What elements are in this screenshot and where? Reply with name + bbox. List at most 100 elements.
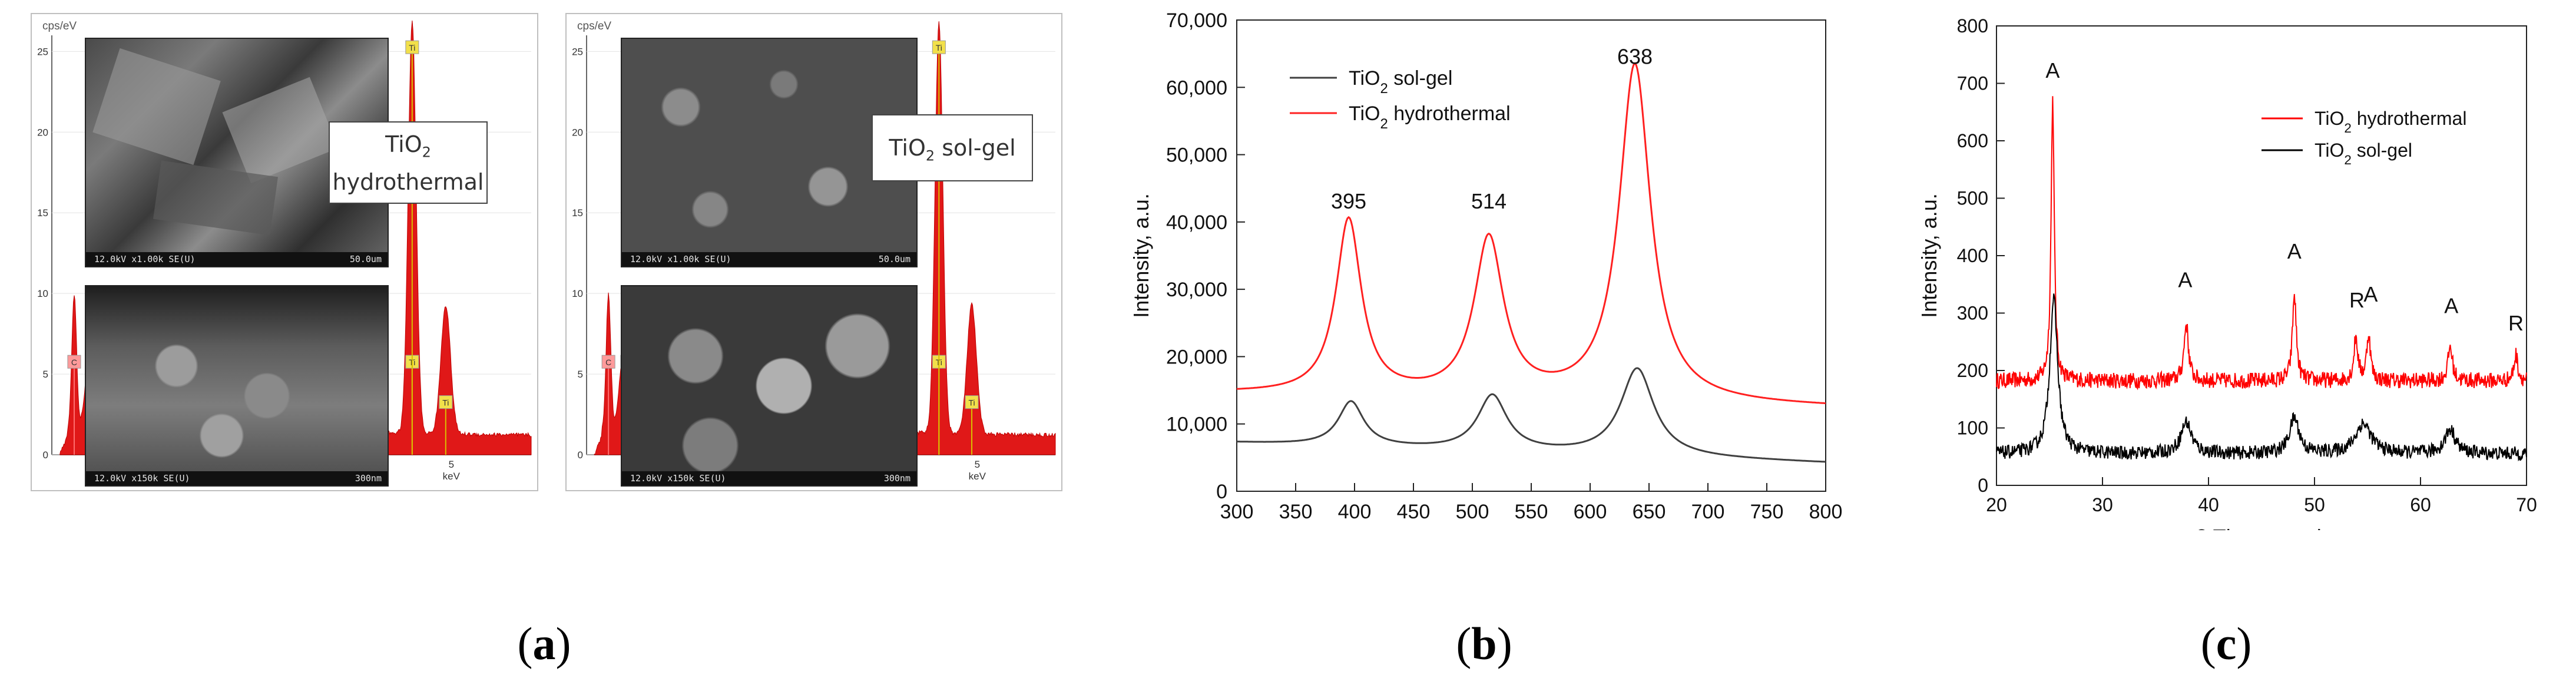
phase-label: A — [2444, 294, 2458, 318]
eds-marker-label: Ti — [968, 398, 975, 408]
eds-y-tick-label: 25 — [37, 46, 48, 57]
eds-y-tick-label: 15 — [572, 207, 583, 219]
x-axis-label: 2 Theta, grad. — [2196, 525, 2327, 530]
y-tick-label: 40,000 — [1166, 211, 1227, 234]
eds-y-tick-label: 20 — [572, 127, 583, 138]
x-tick-label: 650 — [1633, 501, 1666, 523]
x-tick-label: 40 — [2198, 494, 2219, 515]
y-tick-label: 70,000 — [1166, 9, 1227, 32]
y-tick-label: 500 — [1957, 188, 1988, 209]
sem-info-bar: 12.0kV x150k SE(U) 300nm — [622, 471, 916, 485]
panel-a: cps/eV 252015105012345keVCOTiTiTi 12.0kV… — [0, 0, 1062, 688]
eds-y-tick-label: 0 — [578, 449, 583, 461]
y-tick-label: 100 — [1957, 418, 1988, 439]
peak-label: 514 — [1471, 189, 1506, 213]
sem-image-sol-gel-low-mag: 12.0kV x1.00k SE(U) 50.0um — [621, 38, 918, 267]
y-tick-label: 30,000 — [1166, 279, 1227, 301]
x-tick-label: 750 — [1750, 501, 1784, 523]
sem-info-bar: 12.0kV x1.00k SE(U) 50.0um — [86, 252, 388, 266]
raman-chart: 300 350 400 450 500 550 600 650 700 750 800 0 10,000… — [1129, 9, 1843, 523]
eds-marker-box — [439, 395, 453, 409]
x-tick-label: 700 — [1691, 501, 1725, 523]
sample-label-sol-gel: TiO2 sol-gel — [872, 114, 1033, 181]
eds-spectrum-sol-gel: cps/eV 252015105012345keVCOTiTiTi 12.0kV… — [565, 13, 1062, 491]
series-line — [1237, 367, 1826, 463]
y-tick-label: 50,000 — [1166, 144, 1227, 167]
legend-label: TiO2 sol-gel — [2315, 140, 2412, 167]
eds-x-tick-label: 5 — [449, 459, 454, 470]
y-tick-label: 10,000 — [1166, 414, 1227, 436]
y-tick-label: 300 — [1957, 303, 1988, 324]
caption-b: (b) — [1456, 618, 1512, 669]
phase-label: A — [2045, 58, 2060, 82]
y-tick-label: 60,000 — [1166, 77, 1227, 99]
series-line — [1996, 96, 2527, 391]
phase-label: A — [2363, 282, 2378, 306]
x-tick-label: 450 — [1397, 501, 1431, 523]
peak-label: 638 — [1617, 44, 1653, 68]
y-tick-label: 800 — [1957, 15, 1988, 37]
x-tick-label: 60 — [2410, 494, 2431, 515]
x-tick-label: 300 — [1220, 501, 1254, 523]
eds-y-tick-label: 20 — [37, 127, 48, 138]
sample-label-hydrothermal: TiO2 hydrothermal — [329, 121, 488, 204]
x-tick-label: 400 — [1338, 501, 1372, 523]
eds-marker-box — [965, 395, 979, 409]
eds-y-tick-label: 10 — [572, 288, 583, 299]
x-tick-label: 30 — [2092, 494, 2113, 515]
x-tick-label: 70 — [2516, 494, 2537, 515]
x-tick-label: 600 — [1574, 501, 1607, 523]
sem-info-bar: 12.0kV x150k SE(U) 300nm — [86, 471, 388, 485]
caption-c: (c) — [2200, 618, 2252, 669]
y-tick-label: 600 — [1957, 130, 1988, 151]
y-tick-label: 700 — [1957, 73, 1988, 94]
phase-label: R — [2508, 311, 2524, 335]
phase-label: A — [2287, 239, 2302, 263]
y-tick-label: 0 — [1978, 475, 1988, 496]
eds-y-tick-label: 0 — [43, 449, 48, 461]
eds-y-unit: cps/eV — [577, 20, 611, 32]
phase-label: A — [2178, 268, 2192, 292]
legend-label: TiO2 sol-gel — [1349, 67, 1452, 97]
eds-marker-label: C — [605, 358, 611, 367]
sem-info-bar: 12.0kV x1.00k SE(U) 50.0um — [622, 252, 916, 266]
legend-label: TiO2 hydrothermal — [1349, 102, 1511, 132]
eds-y-tick-label: 25 — [572, 46, 583, 57]
y-tick-label: 20,000 — [1166, 346, 1227, 368]
eds-y-tick-label: 5 — [43, 369, 48, 380]
eds-marker-label: Ti — [409, 43, 415, 52]
series-line — [1996, 293, 2527, 462]
peak-label: 395 — [1331, 189, 1366, 213]
eds-marker-box — [405, 40, 419, 54]
caption-a: (a) — [517, 618, 571, 669]
y-axis-label: Intensity, a.u. — [1917, 193, 1941, 317]
eds-x-unit: keV — [443, 471, 461, 482]
eds-marker-box — [601, 355, 615, 369]
eds-marker-label: Ti — [936, 43, 942, 52]
sem-image-hydrothermal-high-mag: 12.0kV x150k SE(U) 300nm — [85, 285, 389, 487]
eds-y-unit: cps/eV — [42, 20, 77, 32]
y-tick-label: 0 — [1216, 481, 1227, 503]
x-tick-label: 350 — [1279, 501, 1313, 523]
sem-image-sol-gel-high-mag: 12.0kV x150k SE(U) 300nm — [621, 285, 918, 487]
y-tick-label: 400 — [1957, 245, 1988, 266]
eds-y-tick-label: 5 — [578, 369, 583, 380]
eds-x-unit: keV — [969, 471, 986, 482]
eds-x-tick-label: 5 — [975, 459, 980, 470]
y-axis-label: Intensity, a.u. — [1129, 193, 1153, 317]
legend-label: TiO2 hydrothermal — [2315, 108, 2466, 135]
plot-frame — [1996, 25, 2527, 486]
eds-spectrum-hydrothermal: cps/eV 252015105012345keVCOTiTiTi 12.0kV… — [31, 13, 538, 491]
eds-y-tick-label: 15 — [37, 207, 48, 219]
x-tick-label: 800 — [1809, 501, 1843, 523]
plot-frame — [1236, 19, 1826, 492]
xrd-chart: 20304050607001002003004005006007008002 T… — [1917, 15, 2537, 530]
eds-marker-box — [932, 40, 946, 54]
eds-marker-label: C — [71, 358, 77, 367]
eds-y-tick-label: 10 — [37, 288, 48, 299]
x-tick-label: 500 — [1456, 501, 1489, 523]
eds-marker-label: Ti — [442, 398, 449, 408]
phase-label: R — [2349, 288, 2365, 312]
sem-image-hydrothermal-low-mag: 12.0kV x1.00k SE(U) 50.0um — [85, 38, 389, 267]
eds-marker-box — [67, 355, 81, 369]
